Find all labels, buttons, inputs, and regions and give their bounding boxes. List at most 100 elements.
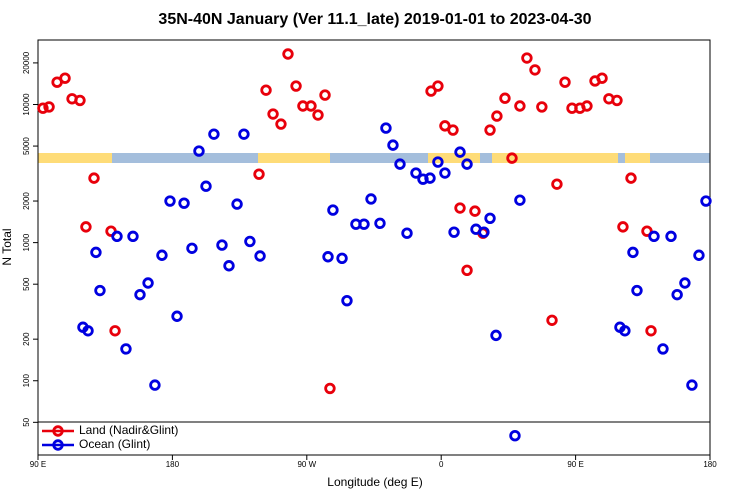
- x-tick-label: 0: [439, 460, 444, 469]
- point: [478, 226, 490, 238]
- point: [290, 80, 302, 92]
- point: [514, 100, 526, 112]
- point: [679, 277, 691, 289]
- point: [665, 230, 677, 243]
- point: [365, 193, 377, 205]
- point: [178, 197, 190, 209]
- point: [521, 52, 533, 64]
- point: [447, 124, 459, 136]
- point: [509, 430, 521, 442]
- point: [551, 178, 563, 190]
- point: [260, 84, 272, 96]
- point: [193, 145, 205, 157]
- point: [596, 72, 608, 84]
- point: [319, 89, 331, 101]
- point: [90, 246, 102, 259]
- point: [216, 239, 228, 251]
- point: [619, 325, 631, 337]
- y-tick-label: 20000: [22, 51, 31, 74]
- point: [142, 277, 154, 289]
- point: [529, 64, 541, 76]
- point: [149, 379, 161, 391]
- point: [88, 172, 100, 184]
- y-tick-label: 50: [22, 417, 31, 426]
- point: [484, 124, 496, 136]
- y-tick-label: 100: [22, 374, 31, 388]
- land-band: [428, 153, 480, 163]
- point: [432, 80, 444, 92]
- point: [127, 230, 139, 243]
- point: [223, 260, 235, 272]
- land-band: [38, 153, 112, 163]
- legend-marker: [52, 439, 64, 451]
- point: [358, 218, 370, 230]
- legend-label: Land (Nadir&Glint): [79, 423, 178, 437]
- point: [625, 172, 637, 184]
- point: [700, 195, 712, 207]
- point: [657, 343, 669, 355]
- legend-label: Ocean (Glint): [79, 437, 150, 451]
- point: [424, 172, 436, 184]
- point: [267, 108, 279, 120]
- point: [514, 194, 526, 206]
- point: [374, 217, 386, 229]
- point: [491, 110, 503, 122]
- point: [611, 94, 623, 107]
- point: [120, 343, 132, 355]
- point: [238, 128, 250, 140]
- point: [454, 202, 466, 214]
- point: [387, 139, 399, 151]
- point: [645, 325, 657, 337]
- point: [394, 158, 406, 170]
- point: [617, 221, 629, 233]
- point: [559, 76, 571, 88]
- point: [454, 146, 466, 158]
- legend-marker: [52, 425, 64, 437]
- point: [627, 246, 639, 259]
- x-axis-label: Longitude (deg E): [327, 475, 422, 489]
- y-tick-label: 200: [22, 332, 31, 346]
- point: [401, 227, 413, 239]
- point: [275, 118, 287, 130]
- point: [324, 382, 336, 395]
- point: [546, 314, 558, 326]
- land-band: [625, 153, 650, 163]
- point: [82, 325, 94, 337]
- y-tick-label: 1000: [22, 233, 31, 251]
- point: [322, 251, 334, 263]
- point: [327, 204, 339, 216]
- point: [671, 288, 683, 301]
- land-band: [258, 153, 330, 163]
- point: [506, 152, 518, 164]
- x-tick-label: 90 E: [30, 460, 46, 469]
- point: [305, 100, 317, 112]
- point: [231, 198, 243, 210]
- point: [94, 284, 106, 297]
- x-tick-label: 90 E: [567, 460, 583, 469]
- point: [410, 167, 422, 179]
- point: [461, 264, 473, 277]
- point: [254, 250, 266, 262]
- y-tick-label: 2000: [22, 192, 31, 210]
- point: [469, 205, 481, 217]
- point: [686, 379, 698, 391]
- plot-frame: [37, 39, 711, 456]
- point: [461, 158, 473, 170]
- point: [156, 249, 168, 261]
- point: [432, 156, 444, 168]
- point: [80, 221, 92, 233]
- y-tick-label: 5000: [22, 137, 31, 155]
- point: [164, 195, 176, 207]
- point: [581, 100, 593, 112]
- point: [380, 122, 392, 134]
- point: [499, 92, 511, 104]
- point: [43, 101, 55, 113]
- point: [37, 102, 49, 114]
- y-tick-label: 10000: [22, 93, 31, 116]
- surface-band: [38, 153, 710, 163]
- point: [59, 72, 71, 84]
- point: [244, 235, 256, 248]
- point: [484, 212, 496, 224]
- point: [312, 109, 324, 121]
